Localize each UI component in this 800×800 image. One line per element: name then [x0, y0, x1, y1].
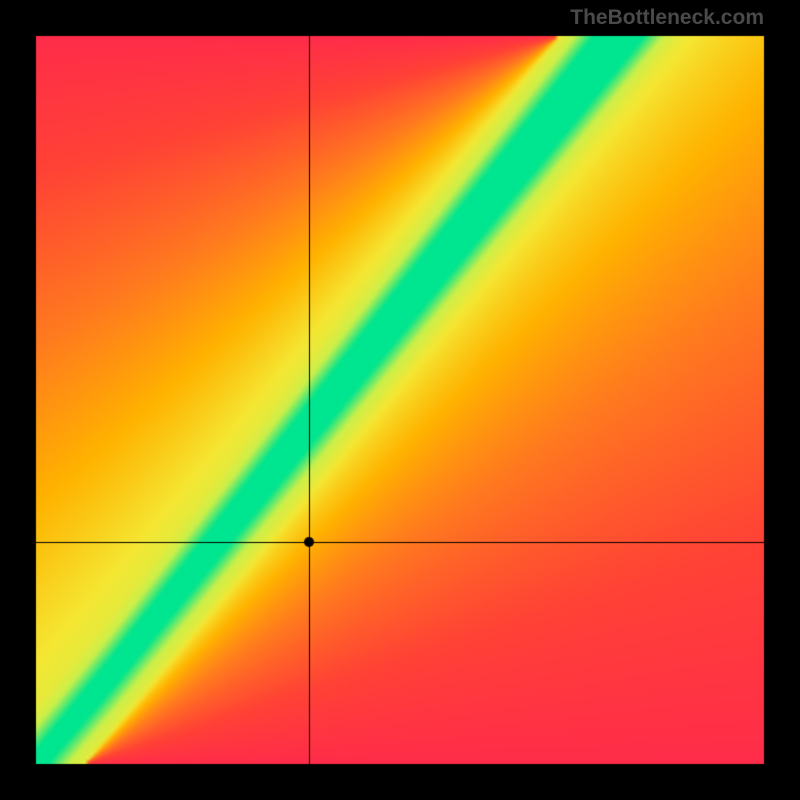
bottleneck-heatmap [0, 0, 800, 800]
watermark-text: TheBottleneck.com [570, 6, 764, 30]
